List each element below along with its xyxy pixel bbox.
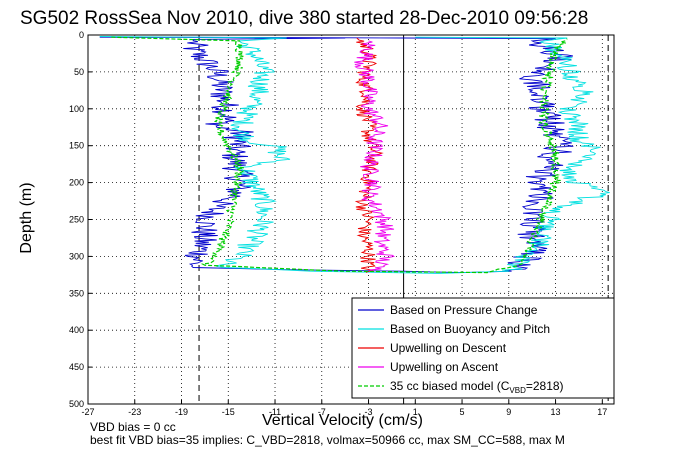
- series-line-0: [99, 36, 574, 274]
- y-tick-label: 200: [69, 178, 84, 188]
- x-tick-label: 5: [460, 407, 465, 417]
- x-tick-label: -11: [269, 407, 281, 417]
- y-axis-label: Depth (m): [18, 182, 35, 254]
- legend-label: Upwelling on Ascent: [390, 360, 499, 374]
- x-tick-label: -27: [81, 407, 94, 417]
- x-tick-label: 13: [551, 407, 561, 417]
- x-tick-label: -19: [175, 407, 188, 417]
- x-tick-label: -3: [365, 407, 373, 417]
- axis-ticks: -27 -23 -19 -15 -11 -7 -3 1 5 9 13 17 0 50 100 150 200 25…: [69, 30, 607, 417]
- legend-box: [351, 297, 615, 399]
- y-tick-label: 100: [69, 104, 84, 114]
- chart-title: SG502 RossSea Nov 2010, dive 380 started…: [20, 8, 589, 29]
- x-tick-label: 1: [413, 407, 418, 417]
- legend-label: 35 cc biased model (CVBD=2818): [390, 379, 564, 395]
- x-tick-label: 9: [506, 407, 511, 417]
- legend-label: Based on Buoyancy and Pitch: [390, 322, 550, 336]
- footer-line-2: best fit VBD bias=35 implies: C_VBD=2818…: [90, 433, 565, 447]
- y-tick-label: 450: [69, 362, 84, 372]
- y-tick-label: 300: [69, 251, 84, 261]
- series-line-3: [354, 40, 395, 272]
- x-axis-label: Vertical Velocity (cm/s): [262, 412, 423, 429]
- footer-line-1: VBD bias = 0 cc: [90, 420, 176, 434]
- y-tick-label: 250: [69, 215, 84, 225]
- y-tick-label: 350: [69, 288, 84, 298]
- x-tick-label: 17: [597, 407, 607, 417]
- y-tick-label: 0: [79, 30, 84, 40]
- series-line-4: [111, 36, 568, 274]
- x-tick-label: -15: [222, 407, 235, 417]
- series-group: [99, 36, 610, 274]
- x-tick-label: -7: [318, 407, 326, 417]
- y-tick-label: 500: [69, 399, 84, 409]
- x-tick-label: -23: [128, 407, 141, 417]
- y-tick-label: 50: [74, 67, 84, 77]
- y-tick-label: 150: [69, 141, 84, 151]
- series-line-2: [354, 37, 384, 273]
- legend: Based on Pressure Change Based on Buoyanc…: [351, 297, 615, 399]
- legend-label: Upwelling on Descent: [390, 341, 507, 355]
- y-tick-label: 400: [69, 325, 84, 335]
- legend-label: Based on Pressure Change: [390, 303, 538, 317]
